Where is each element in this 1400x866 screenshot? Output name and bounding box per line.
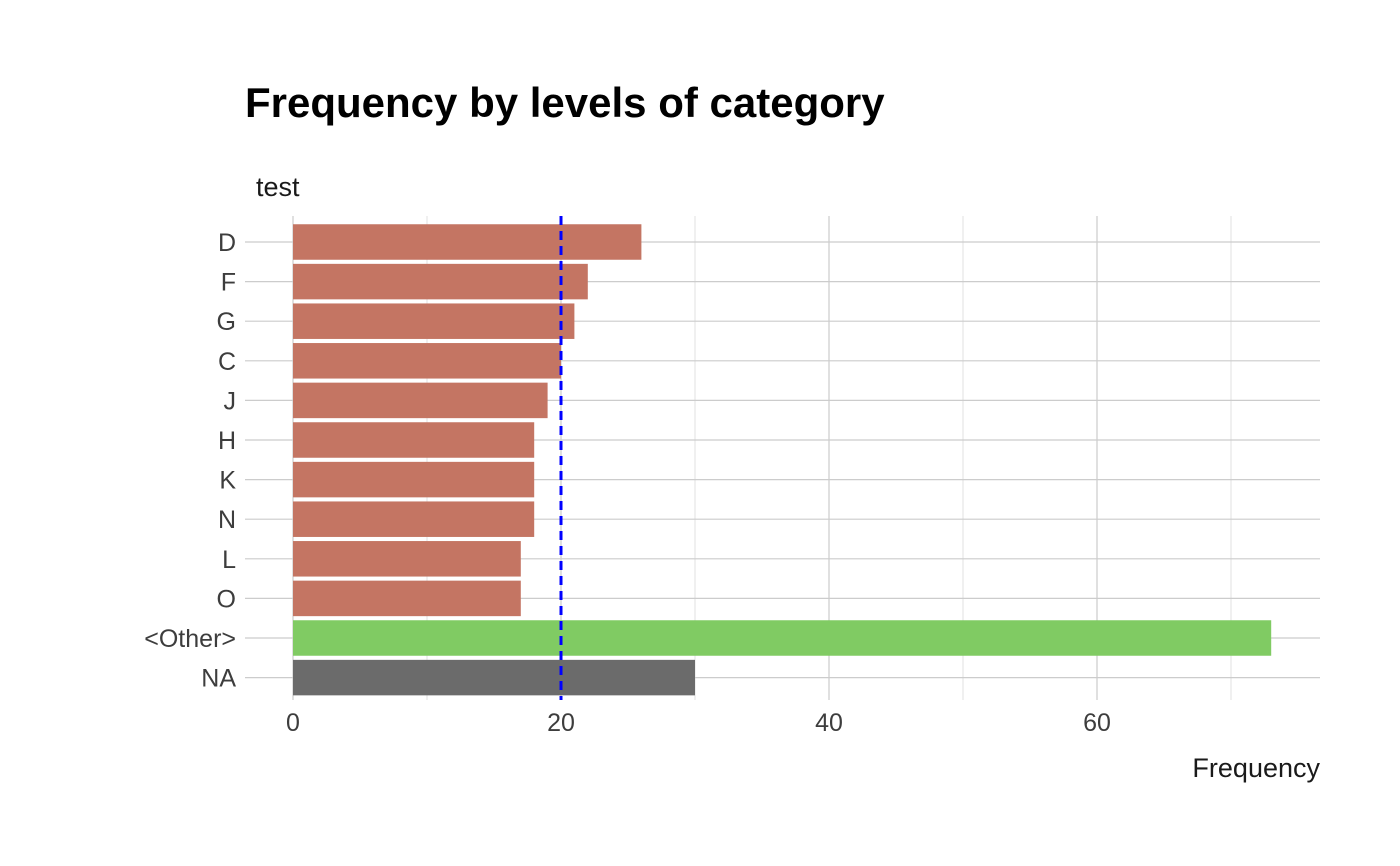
y-tick-label: L <box>222 546 236 574</box>
bar <box>293 224 642 260</box>
bar <box>293 501 535 537</box>
bars <box>293 224 1272 696</box>
bar <box>293 580 521 617</box>
bar <box>293 620 1272 656</box>
y-axis-label: test <box>256 172 300 202</box>
y-tick-label: D <box>218 229 236 257</box>
y-tick-label: F <box>221 269 236 297</box>
x-tick-label: 40 <box>815 709 843 737</box>
y-tick-label: K <box>219 467 236 495</box>
bar <box>293 263 588 300</box>
bar <box>293 659 695 696</box>
y-tick-label: <Other> <box>144 625 236 653</box>
chart-title: Frequency by levels of category <box>245 79 885 126</box>
bar <box>293 422 535 458</box>
bar <box>293 303 575 339</box>
y-tick-label: O <box>217 585 236 613</box>
x-tick-label: 0 <box>286 709 300 737</box>
y-tick-label: G <box>217 308 236 336</box>
x-tick-label: 60 <box>1083 709 1111 737</box>
bar <box>293 461 535 498</box>
y-tick-label: NA <box>201 665 236 693</box>
bar <box>293 541 521 577</box>
y-tick-label: N <box>218 506 236 534</box>
y-tick-label: J <box>224 387 237 415</box>
y-tick-label: H <box>218 427 236 455</box>
x-axis-label: Frequency <box>1192 753 1320 783</box>
x-tick-label: 20 <box>547 709 575 737</box>
bar <box>293 382 548 419</box>
x-tick-labels: 0 20 40 60 <box>286 709 1111 737</box>
y-tick-label: C <box>218 348 236 376</box>
bar <box>293 343 561 379</box>
